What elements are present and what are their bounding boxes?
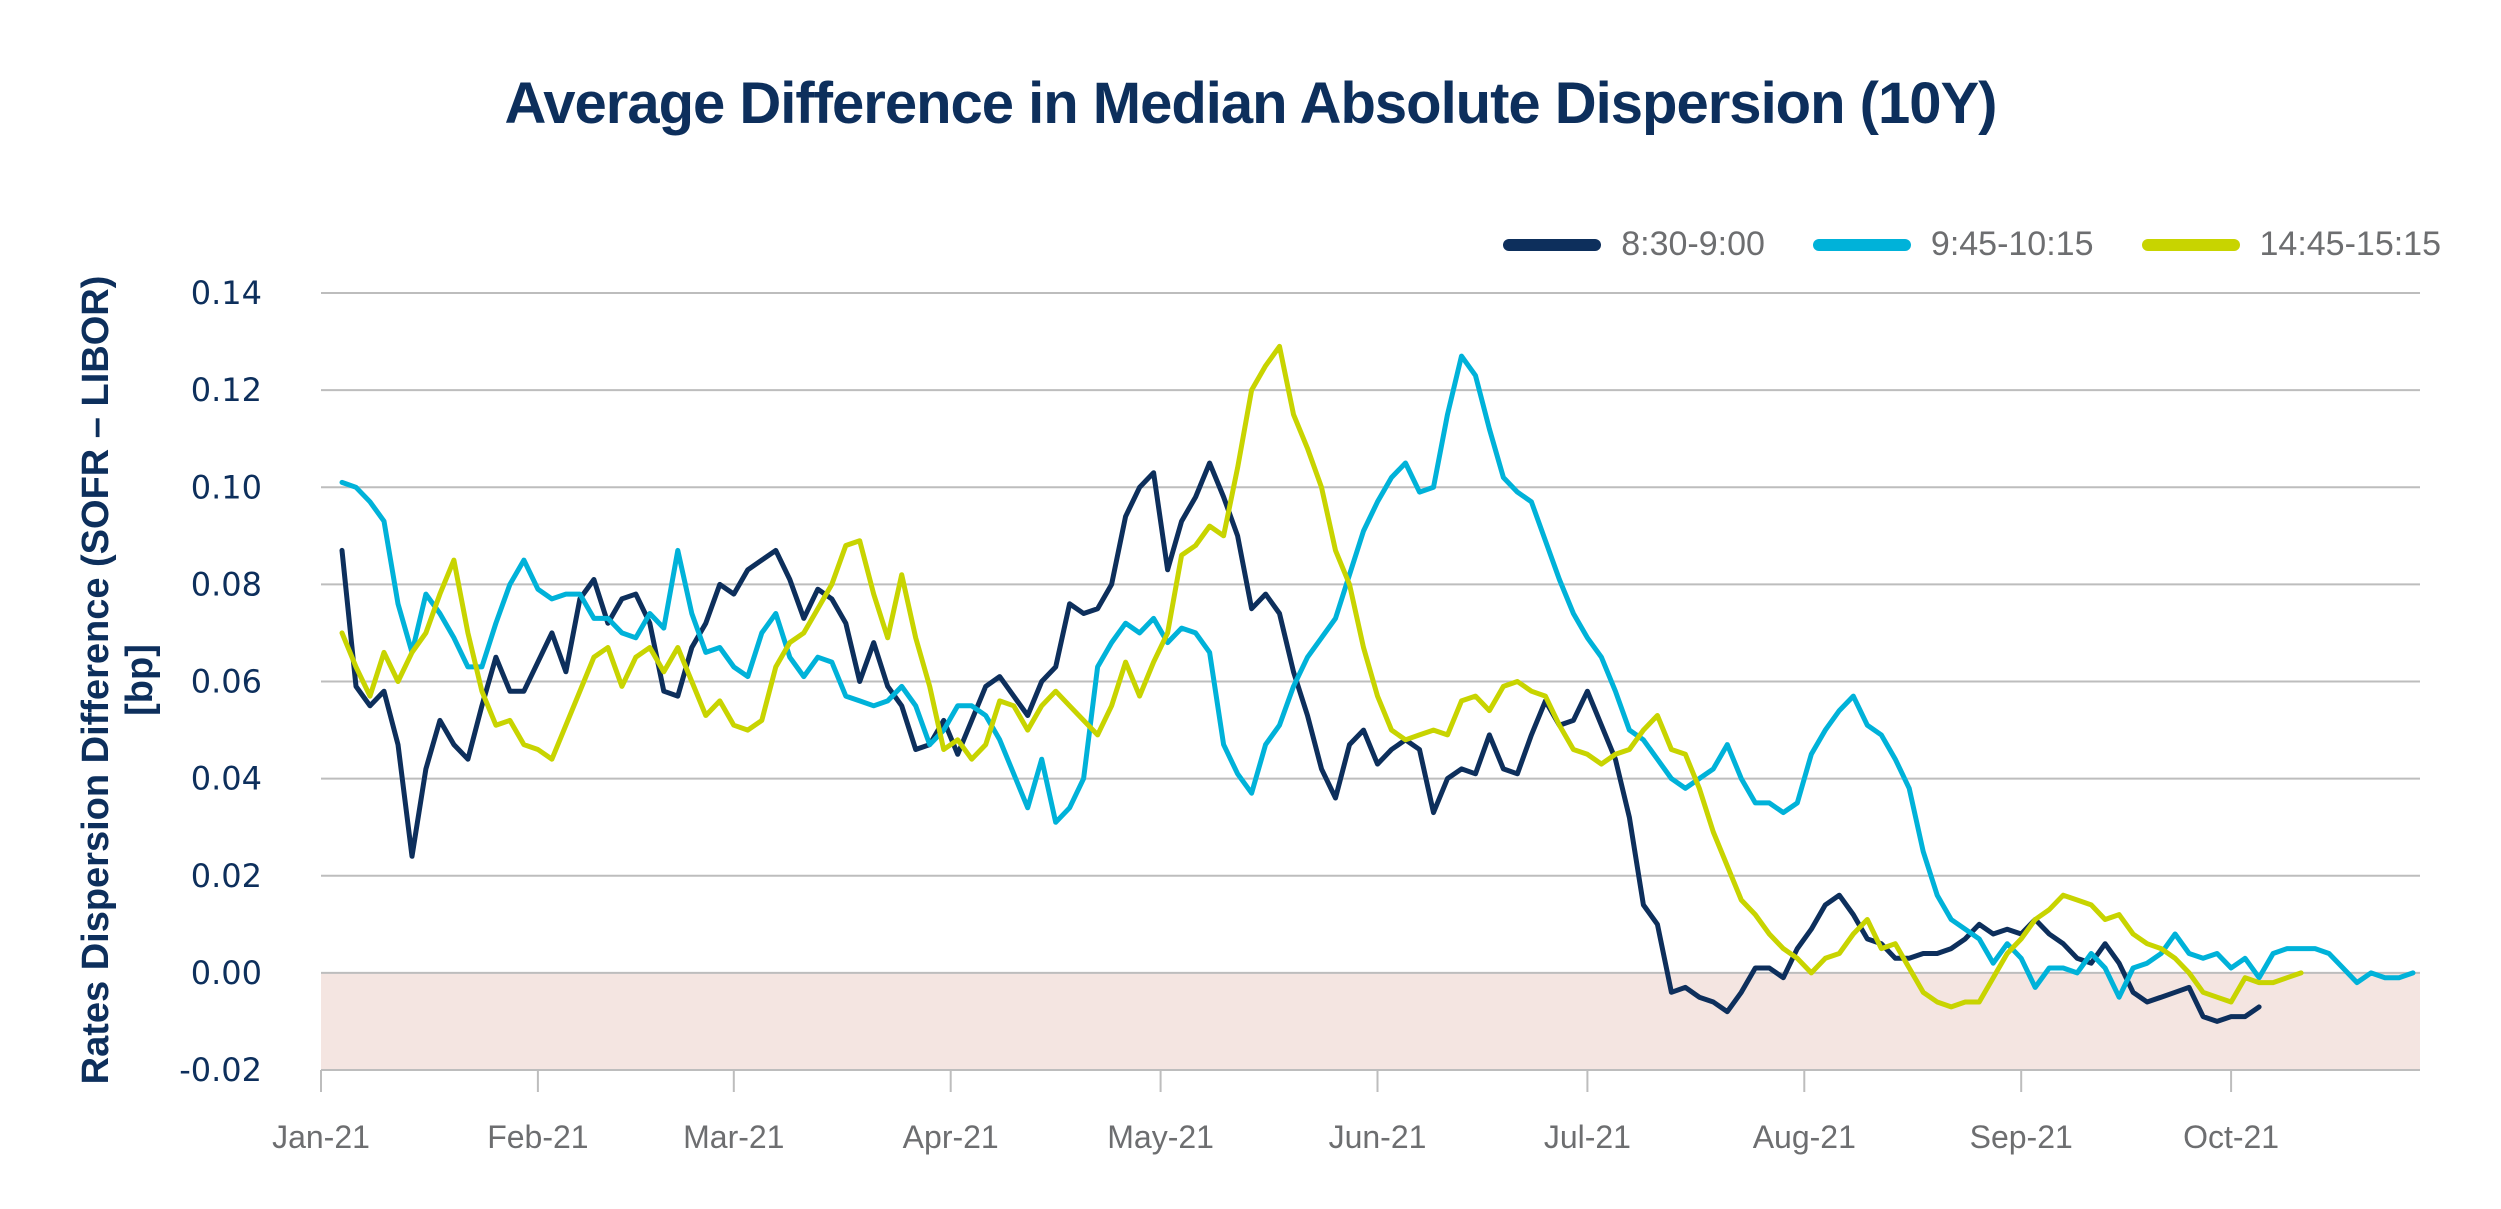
y-tick-label: 0.12 bbox=[191, 371, 262, 409]
chart-title: Average Difference in Median Absolute Di… bbox=[504, 71, 1998, 136]
legend-swatch-series-2 bbox=[2141, 238, 2240, 251]
x-tick-label: Jul-21 bbox=[1544, 1119, 1631, 1155]
x-tick-label: Oct-21 bbox=[2183, 1119, 2279, 1155]
x-tick-label: Feb-21 bbox=[487, 1119, 588, 1155]
x-tick-label: Jan-21 bbox=[272, 1119, 370, 1155]
y-tick-label: 0.00 bbox=[191, 954, 262, 992]
series-line-1 bbox=[339, 353, 2416, 1000]
negative-region-shade bbox=[321, 972, 2420, 1070]
series-line-2 bbox=[339, 343, 2304, 1010]
y-tick-label: 0.08 bbox=[191, 565, 262, 603]
legend-item-series-1[interactable]: 9:45-10:15 bbox=[1812, 225, 2094, 264]
x-tick-label: May-21 bbox=[1107, 1119, 1214, 1155]
legend-item-series-2[interactable]: 14:45-15:15 bbox=[2141, 225, 2442, 264]
legend-label-series-2: 14:45-15:15 bbox=[2259, 225, 2442, 263]
x-tick-label: Sep-21 bbox=[1970, 1119, 2073, 1155]
legend: 8:30-9:00 9:45-10:15 14:45-15:15 bbox=[1503, 225, 2441, 264]
y-tick-label: 0.04 bbox=[191, 760, 262, 798]
x-tick-label: Aug-21 bbox=[1753, 1119, 1856, 1155]
x-tick-label: Mar-21 bbox=[683, 1119, 784, 1155]
x-tick-label: Jun-21 bbox=[1329, 1119, 1427, 1155]
y-tick-label: 0.06 bbox=[191, 663, 262, 701]
legend-swatch-series-1 bbox=[1812, 238, 1911, 251]
y-tick-label: 0.10 bbox=[191, 468, 262, 506]
legend-swatch-series-0 bbox=[1503, 238, 1602, 251]
x-tick-label: Apr-21 bbox=[903, 1119, 999, 1155]
y-tick-label: 0.02 bbox=[191, 857, 262, 895]
series-line-0 bbox=[339, 460, 2262, 1024]
y-tick-label: -0.02 bbox=[179, 1051, 262, 1089]
legend-label-series-0: 8:30-9:00 bbox=[1621, 225, 1765, 263]
y-tick-label: 0.14 bbox=[191, 274, 262, 312]
legend-item-series-0[interactable]: 8:30-9:00 bbox=[1503, 225, 1765, 264]
legend-label-series-1: 9:45-10:15 bbox=[1930, 225, 2094, 263]
